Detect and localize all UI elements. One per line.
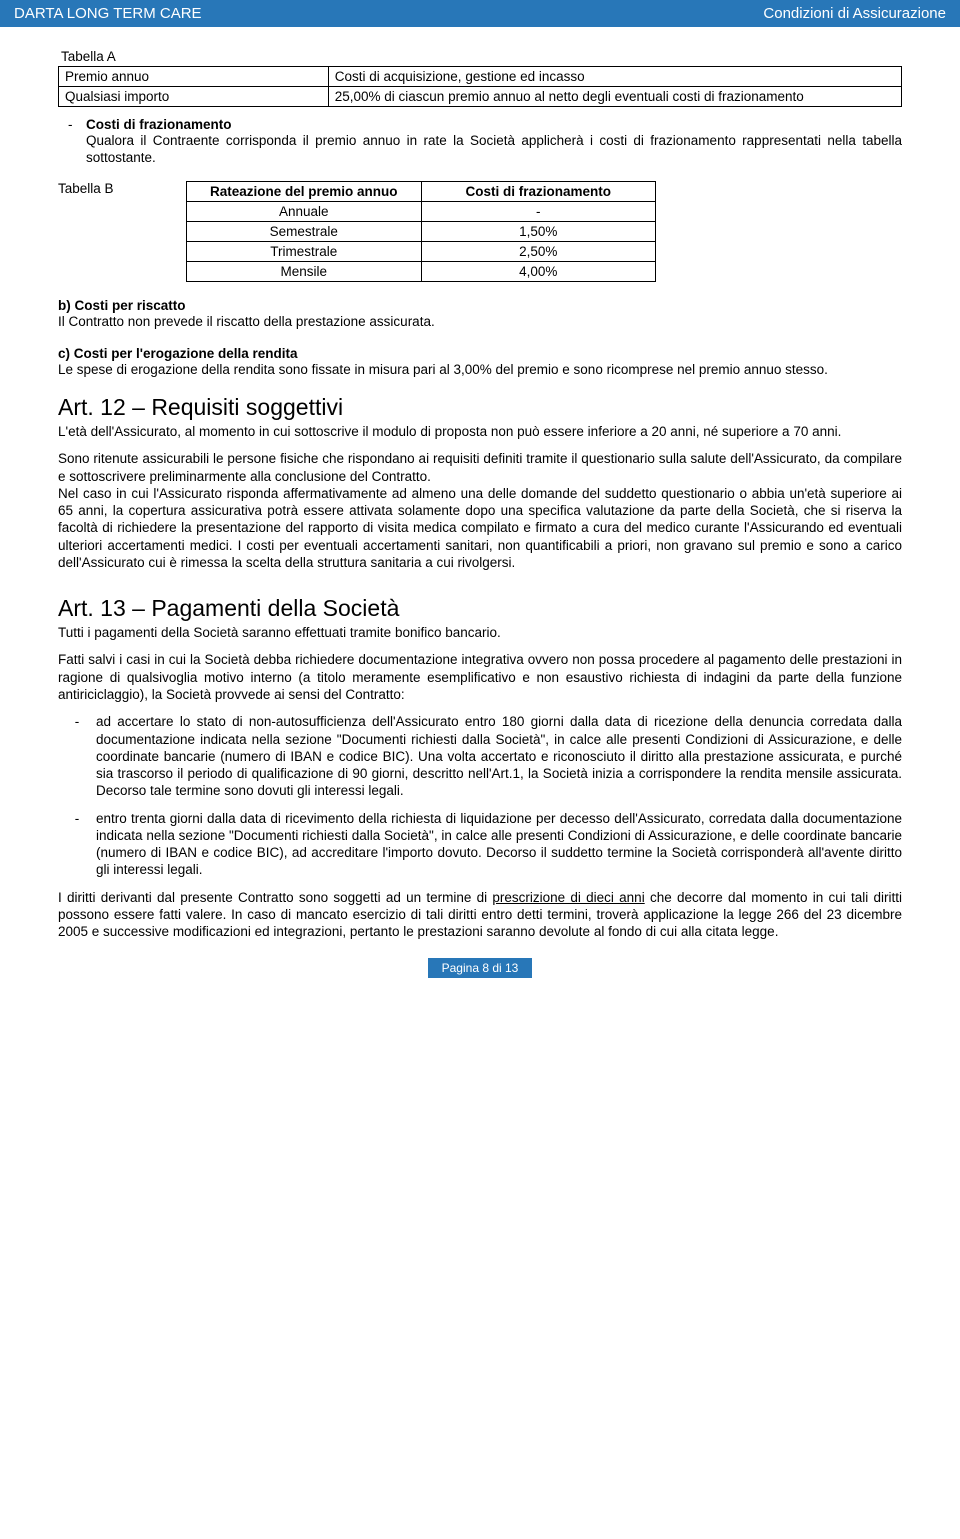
table-b-cell: Annuale: [187, 201, 422, 221]
section-c-lead: c) Costi per l'erogazione della rendita: [58, 346, 902, 361]
dash-marker: -: [68, 117, 86, 132]
art13-title: Art. 13 – Pagamenti della Società: [58, 595, 902, 622]
header-bar: DARTA LONG TERM CARE Condizioni di Assic…: [0, 0, 960, 27]
section-b: b) Costi per riscatto Il Contratto non p…: [58, 298, 902, 330]
art13-sub: Tutti i pagamenti della Società saranno …: [58, 624, 902, 641]
table-b-cell: 1,50%: [421, 221, 656, 241]
bullet-text: ad accertare lo stato di non-autosuffici…: [96, 713, 902, 799]
table-b-cell: Mensile: [187, 261, 422, 281]
table-b-cell: Semestrale: [187, 221, 422, 241]
fraz-bold: Costi di frazionamento: [86, 117, 232, 132]
table-a-label: Tabella A: [61, 49, 902, 64]
table-b-cell: 2,50%: [421, 241, 656, 261]
art12-sub: L'età dell'Assicurato, al momento in cui…: [58, 423, 902, 440]
table-row: Premio annuo Costi di acquisizione, gest…: [59, 67, 902, 87]
dash-marker: -: [58, 713, 96, 799]
bullet-row: - ad accertare lo stato di non-autosuffi…: [58, 713, 902, 799]
fraz-list: -Costi di frazionamento: [86, 117, 902, 132]
table-row: Qualsiasi importo 25,00% di ciascun prem…: [59, 87, 902, 107]
page-number: Pagina 8 di 13: [428, 958, 533, 978]
table-a-cell: Qualsiasi importo: [59, 87, 329, 107]
table-b-h1: Rateazione del premio annuo: [187, 181, 422, 201]
table-b: Rateazione del premio annuo Costi di fra…: [186, 181, 656, 282]
art13-bullets: - ad accertare lo stato di non-autosuffi…: [58, 713, 902, 878]
header-right: Condizioni di Assicurazione: [763, 5, 946, 22]
section-c: c) Costi per l'erogazione della rendita …: [58, 346, 902, 378]
table-row: Semestrale1,50%: [187, 221, 656, 241]
page-content: Tabella A Premio annuo Costi di acquisiz…: [0, 27, 960, 998]
table-row: Mensile4,00%: [187, 261, 656, 281]
closing-pre: I diritti derivanti dal presente Contrat…: [58, 890, 492, 905]
table-row: Annuale-: [187, 201, 656, 221]
closing-underline: prescrizione di dieci anni: [492, 890, 644, 905]
table-row: Rateazione del premio annuo Costi di fra…: [187, 181, 656, 201]
fraz-text: Qualora il Contraente corrisponda il pre…: [86, 132, 902, 167]
table-b-cell: 4,00%: [421, 261, 656, 281]
art12-p1: Sono ritenute assicurabili le persone fi…: [58, 450, 902, 485]
page-footer: Pagina 8 di 13: [58, 958, 902, 978]
art13-p1: Fatti salvi i casi in cui la Società deb…: [58, 651, 902, 703]
section-b-text: Il Contratto non prevede il riscatto del…: [58, 313, 902, 330]
table-b-label: Tabella B: [58, 181, 114, 196]
table-b-h2: Costi di frazionamento: [421, 181, 656, 201]
table-b-cell: Trimestrale: [187, 241, 422, 261]
table-a: Premio annuo Costi di acquisizione, gest…: [58, 66, 902, 107]
table-a-col1: Premio annuo: [59, 67, 329, 87]
bullet-text: entro trenta giorni dalla data di ricevi…: [96, 810, 902, 879]
bullet-row: - entro trenta giorni dalla data di rice…: [58, 810, 902, 879]
table-b-cell: -: [421, 201, 656, 221]
art12-title: Art. 12 – Requisiti soggettivi: [58, 394, 902, 421]
header-left: DARTA LONG TERM CARE: [14, 5, 202, 22]
art12-p2: Nel caso in cui l'Assicurato risponda af…: [58, 485, 902, 571]
table-row: Trimestrale2,50%: [187, 241, 656, 261]
section-c-text: Le spese di erogazione della rendita son…: [58, 361, 902, 378]
dash-marker: -: [58, 810, 96, 879]
table-b-wrap: Tabella B Rateazione del premio annuo Co…: [58, 181, 902, 282]
table-a-col2: Costi di acquisizione, gestione ed incas…: [328, 67, 901, 87]
section-b-lead: b) Costi per riscatto: [58, 298, 902, 313]
table-a-cell: 25,00% di ciascun premio annuo al netto …: [328, 87, 901, 107]
art13-closing: I diritti derivanti dal presente Contrat…: [58, 889, 902, 941]
